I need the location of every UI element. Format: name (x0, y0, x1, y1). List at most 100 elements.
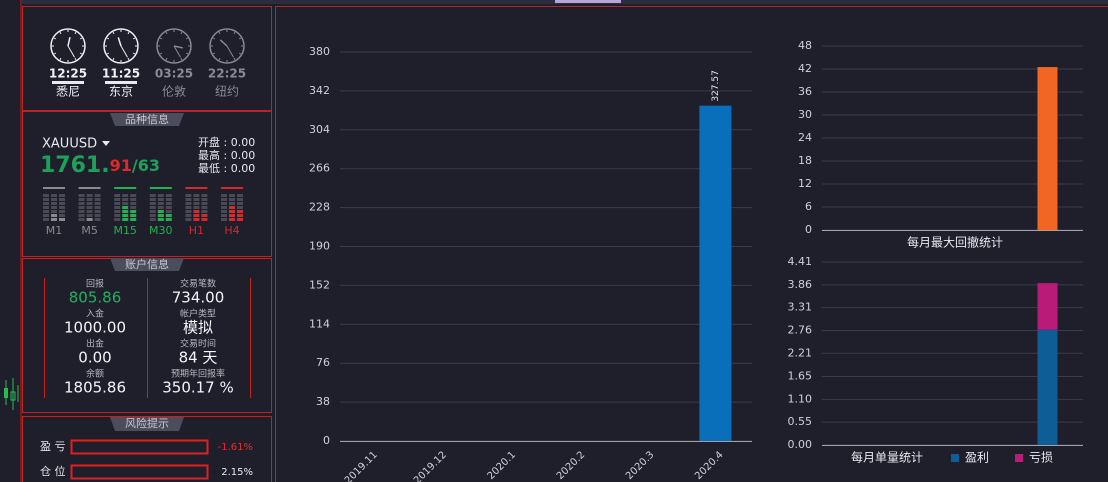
y-tick-label: 6 (805, 200, 812, 213)
meter-cell (165, 194, 172, 197)
meter-cell (43, 194, 49, 197)
account-value: 0.00 (78, 349, 111, 367)
ohlc: 开盘 : 0.00 (198, 135, 255, 149)
meter-cell (165, 198, 172, 201)
top-tab (555, 0, 621, 3)
clock-tick (233, 57, 236, 61)
bar (699, 105, 732, 442)
clock-tick (185, 37, 189, 40)
account-label: 入金 (86, 308, 104, 320)
clock-tick (212, 52, 216, 55)
clock-tick (79, 52, 83, 55)
panel-title: 风险提示 (125, 416, 169, 430)
y-tick-label: 380 (309, 45, 330, 58)
meter-cell (229, 194, 235, 197)
meter-cell (157, 214, 164, 217)
meter-cell (193, 218, 200, 221)
symbol-name[interactable]: XAUUSD (42, 137, 97, 152)
meter-cell (51, 214, 57, 217)
meter-cell (165, 202, 172, 205)
meter-cell (201, 210, 208, 213)
meter-cell (237, 194, 243, 197)
account-label: 预期年回报率 (171, 368, 225, 380)
y-tick-label: 190 (309, 240, 330, 253)
account-label: 交易笔数 (180, 278, 216, 290)
meter-cell (193, 214, 200, 217)
account-label: 出金 (86, 338, 104, 350)
meter-cell (78, 210, 85, 213)
meter-cell (122, 198, 129, 201)
x-axis-label: 每月单量统计 (851, 450, 923, 465)
meter-cell (86, 202, 93, 205)
meter-cell (86, 194, 93, 197)
meter-cell (51, 218, 57, 221)
clock-tick (59, 57, 62, 61)
meter-cell (237, 214, 243, 217)
ask-tail: 63 (138, 156, 160, 175)
meter-cell (229, 210, 235, 213)
clock-city: 悉尼 (56, 85, 80, 99)
clock-tick (212, 37, 216, 40)
clock-tick (180, 31, 183, 35)
meter-cell (78, 206, 85, 209)
clock-tick (59, 31, 62, 35)
meter-cell (130, 194, 137, 197)
meter-cell (114, 214, 121, 217)
risk-label: 盈 亏 (40, 440, 66, 453)
meter-cell (94, 210, 101, 213)
y-tick-label: 1.10 (788, 392, 813, 405)
clock-face (103, 28, 139, 64)
meter-cell (59, 218, 65, 221)
bar-segment (1037, 283, 1058, 330)
meter-cell (122, 218, 129, 221)
clock-tick (74, 31, 77, 35)
dropdown-arrow[interactable] (102, 141, 110, 146)
meter-cell (78, 198, 85, 201)
meter-cell (157, 194, 164, 197)
clock-time: 22:25 (208, 67, 246, 81)
meter-cell (94, 194, 101, 197)
legend-swatch (1015, 454, 1023, 462)
y-tick-label: 24 (798, 131, 812, 144)
meter-cell (94, 206, 101, 209)
price: 1761.91/63 (40, 153, 160, 178)
meter-cell (43, 202, 49, 205)
meter-cell (157, 210, 164, 213)
y-tick-label: 266 (309, 162, 330, 175)
meter-cell (157, 198, 164, 201)
meter-cell (201, 214, 208, 217)
y-tick-label: 304 (309, 123, 330, 136)
account-label: 帐户类型 (180, 308, 216, 320)
meter-cell (130, 218, 137, 221)
clock-underline (52, 81, 84, 84)
y-tick-label: 12 (798, 177, 812, 190)
meter-cell (149, 194, 156, 197)
meter-cell (165, 206, 172, 209)
y-tick-label: 1.65 (788, 370, 813, 383)
clock-tick (218, 31, 221, 35)
clock-hand (219, 39, 228, 47)
ohlc: 最低 : 0.00 (198, 162, 255, 175)
x-axis-label: 每月最大回撤统计 (907, 235, 1003, 250)
meter-cell (59, 194, 65, 197)
bar-segment (1037, 329, 1058, 445)
clock-city: 纽约 (215, 84, 239, 99)
meter-cell (94, 214, 101, 217)
bid-tail: 91 (110, 156, 132, 175)
meter-cell (43, 198, 49, 201)
meter-cell (114, 194, 121, 197)
meter-cell (165, 210, 172, 213)
legend-label: 亏损 (1029, 451, 1053, 465)
meter-cell (59, 214, 65, 217)
bar (1037, 67, 1058, 230)
meter-cell (78, 194, 85, 197)
y-tick-label: 18 (798, 154, 812, 167)
meter-cell (201, 218, 208, 221)
meter-cell (78, 214, 85, 217)
meter-cell (114, 202, 121, 205)
meter-cell (237, 206, 243, 209)
meter-cell (130, 202, 137, 205)
clock-tick (106, 52, 110, 55)
meter-cell (237, 210, 243, 213)
meter-cell (185, 210, 192, 213)
